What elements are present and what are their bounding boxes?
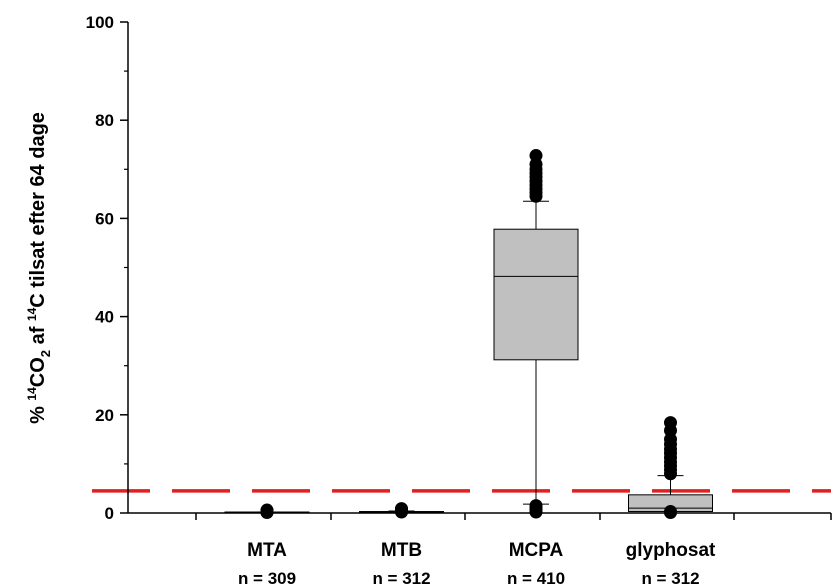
box (493, 228, 579, 361)
n-label: n = 309 (238, 569, 296, 588)
y-axis-title-part: C tilsat efter 64 dage (27, 112, 49, 308)
y-axis-title-part: 14 (25, 307, 39, 321)
outlier-point (529, 149, 543, 163)
y-tick-label: 60 (95, 209, 114, 228)
outlier-point (664, 416, 677, 430)
y-axis-title-part: 2 (38, 350, 53, 357)
y-axis-title-part: % (27, 401, 49, 424)
n-label: n = 312 (372, 569, 430, 588)
boxes-layer: MTA n = 309 MTB n = 312 MCPA n = 410 glyphosat… (224, 149, 716, 588)
category-label: MTB (381, 540, 422, 561)
box-group-mtb: MTB n = 312 (359, 502, 444, 588)
category-label: glyphosat (626, 540, 716, 561)
axes-layer: 0 20 40 60 80 100 (86, 13, 832, 523)
y-axis-title: % 14CO2 af 14C tilsat efter 64 dage (25, 112, 53, 424)
y-axis-title-part: 14 (25, 387, 39, 401)
outlier-point (664, 505, 677, 519)
y-tick-label: 80 (95, 111, 114, 130)
y-tick-label: 0 (105, 504, 114, 523)
box-group-mcpa: MCPA n = 410 (493, 149, 579, 588)
box-group-mta: MTA n = 309 (224, 503, 310, 588)
category-label: MCPA (509, 540, 564, 561)
y-tick-label: 40 (95, 308, 114, 327)
y-tick-label: 20 (95, 406, 114, 425)
category-label: MTA (247, 540, 287, 561)
y-axis-title-part: af (27, 321, 49, 350)
y-axis-title-part: CO (27, 357, 49, 387)
box-group-glyphosat: glyphosat n = 312 (626, 416, 716, 588)
outlier-point (395, 502, 408, 516)
n-label: n = 312 (641, 569, 699, 588)
n-label: n = 410 (507, 569, 565, 588)
outlier-point (529, 499, 543, 513)
y-tick-label: 100 (86, 13, 114, 32)
outlier-point (260, 503, 274, 517)
